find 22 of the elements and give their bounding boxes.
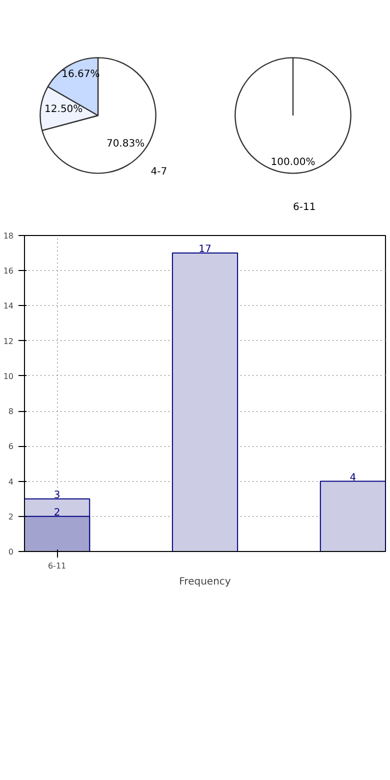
y-tick-label: 2	[8, 512, 14, 522]
data-label: 70.83%	[106, 138, 145, 150]
y-tick-label: 12	[3, 336, 14, 346]
data-label: 12.50%	[44, 104, 83, 115]
y-tick-label: 10	[3, 372, 14, 381]
slice-label: 4-7	[150, 166, 168, 178]
y-tick-label: 0	[8, 548, 14, 556]
x-axis-title: Frequency	[179, 576, 231, 588]
y-tick-label: 6	[8, 442, 14, 452]
data-label: 100.00%	[270, 157, 316, 168]
bar	[172, 252, 238, 552]
y-tick-label: 4	[8, 477, 14, 486]
y-tick-label: 14	[3, 302, 14, 311]
y-tick-label: 16	[3, 266, 14, 276]
data-label: 4	[350, 472, 356, 484]
data-label: 17	[198, 244, 212, 256]
y-tick-label: 18	[3, 232, 14, 240]
bar	[320, 480, 386, 552]
y-tick-label: 8	[8, 407, 14, 416]
data-label: 2	[54, 507, 60, 518]
slice-label: 6-11	[293, 202, 316, 213]
data-label: 3	[54, 490, 60, 501]
